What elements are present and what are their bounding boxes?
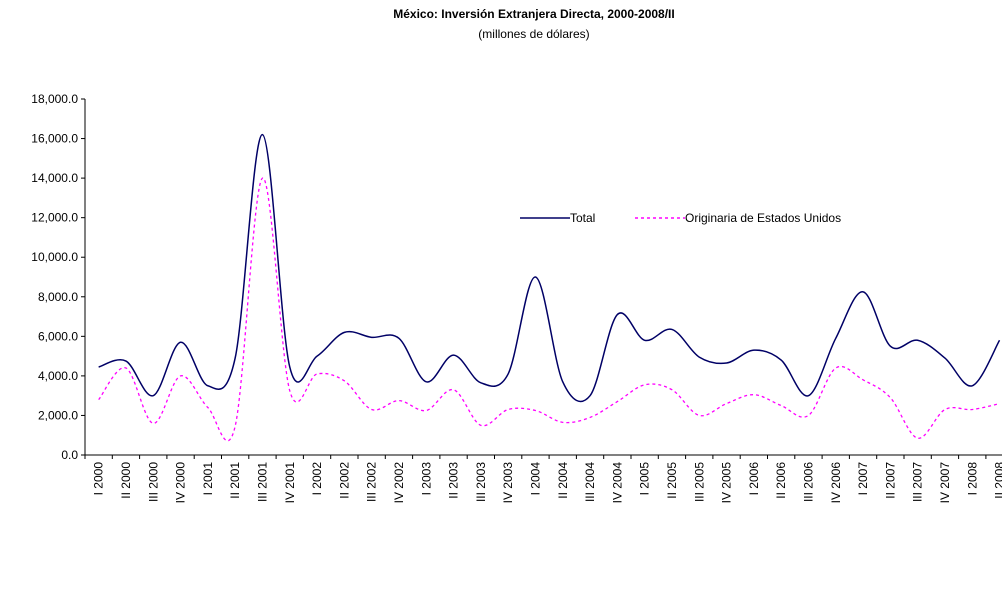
x-tick-label: III 2004 — [583, 462, 597, 502]
y-tick-label: 18,000.0 — [31, 92, 78, 106]
x-tick-label: I 2002 — [310, 462, 324, 496]
legend-label: Total — [570, 211, 595, 225]
x-tick-label: IV 2004 — [610, 462, 624, 504]
x-tick-label: I 2008 — [965, 462, 979, 496]
x-tick-label: I 2006 — [747, 462, 761, 496]
x-tick-label: III 2007 — [911, 462, 925, 502]
x-tick-label: II 2004 — [556, 462, 570, 499]
x-tick-label: III 2002 — [365, 462, 379, 502]
chart-title: México: Inversión Extranjera Directa, 20… — [393, 7, 674, 21]
x-tick-label: II 2003 — [447, 462, 461, 499]
x-tick-label: II 2008 — [993, 462, 1002, 499]
x-tick-label: IV 2000 — [174, 462, 188, 504]
x-tick-label: I 2001 — [201, 462, 215, 496]
x-tick-label: III 2005 — [692, 462, 706, 502]
x-tick-label: IV 2002 — [392, 462, 406, 504]
x-tick-label: III 2006 — [801, 462, 815, 502]
x-tick-label: I 2003 — [419, 462, 433, 496]
x-tick-label: II 2000 — [119, 462, 133, 499]
x-tick-label: IV 2001 — [283, 462, 297, 504]
y-tick-label: 4,000.0 — [38, 369, 78, 383]
y-tick-label: 0.0 — [61, 448, 78, 462]
x-tick-label: IV 2005 — [720, 462, 734, 504]
x-tick-label: IV 2003 — [501, 462, 515, 504]
x-tick-label: III 2000 — [146, 462, 160, 502]
x-tick-label: I 2007 — [856, 462, 870, 496]
y-tick-label: 6,000.0 — [38, 329, 78, 343]
y-tick-label: 14,000.0 — [31, 171, 78, 185]
x-tick-label: I 2005 — [638, 462, 652, 496]
x-tick-label: II 2002 — [337, 462, 351, 499]
x-tick-label: III 2003 — [474, 462, 488, 502]
series-line — [98, 177, 1000, 442]
x-tick-label: IV 2007 — [938, 462, 952, 504]
y-tick-label: 2,000.0 — [38, 408, 78, 422]
legend-label: Originaria de Estados Unidos — [685, 211, 841, 225]
y-tick-label: 12,000.0 — [31, 211, 78, 225]
x-tick-label: III 2001 — [255, 462, 269, 502]
chart-subtitle: (millones de dólares) — [478, 27, 589, 41]
x-tick-label: IV 2006 — [829, 462, 843, 504]
x-tick-label: I 2004 — [528, 462, 542, 496]
y-tick-label: 10,000.0 — [31, 250, 78, 264]
series-line — [98, 133, 1001, 403]
x-tick-label: II 2001 — [228, 462, 242, 499]
x-tick-label: II 2007 — [883, 462, 897, 499]
x-tick-label: II 2006 — [774, 462, 788, 499]
y-tick-label: 8,000.0 — [38, 290, 78, 304]
x-tick-label: II 2005 — [665, 462, 679, 499]
x-tick-label: I 2000 — [92, 462, 106, 496]
y-tick-label: 16,000.0 — [31, 132, 78, 146]
